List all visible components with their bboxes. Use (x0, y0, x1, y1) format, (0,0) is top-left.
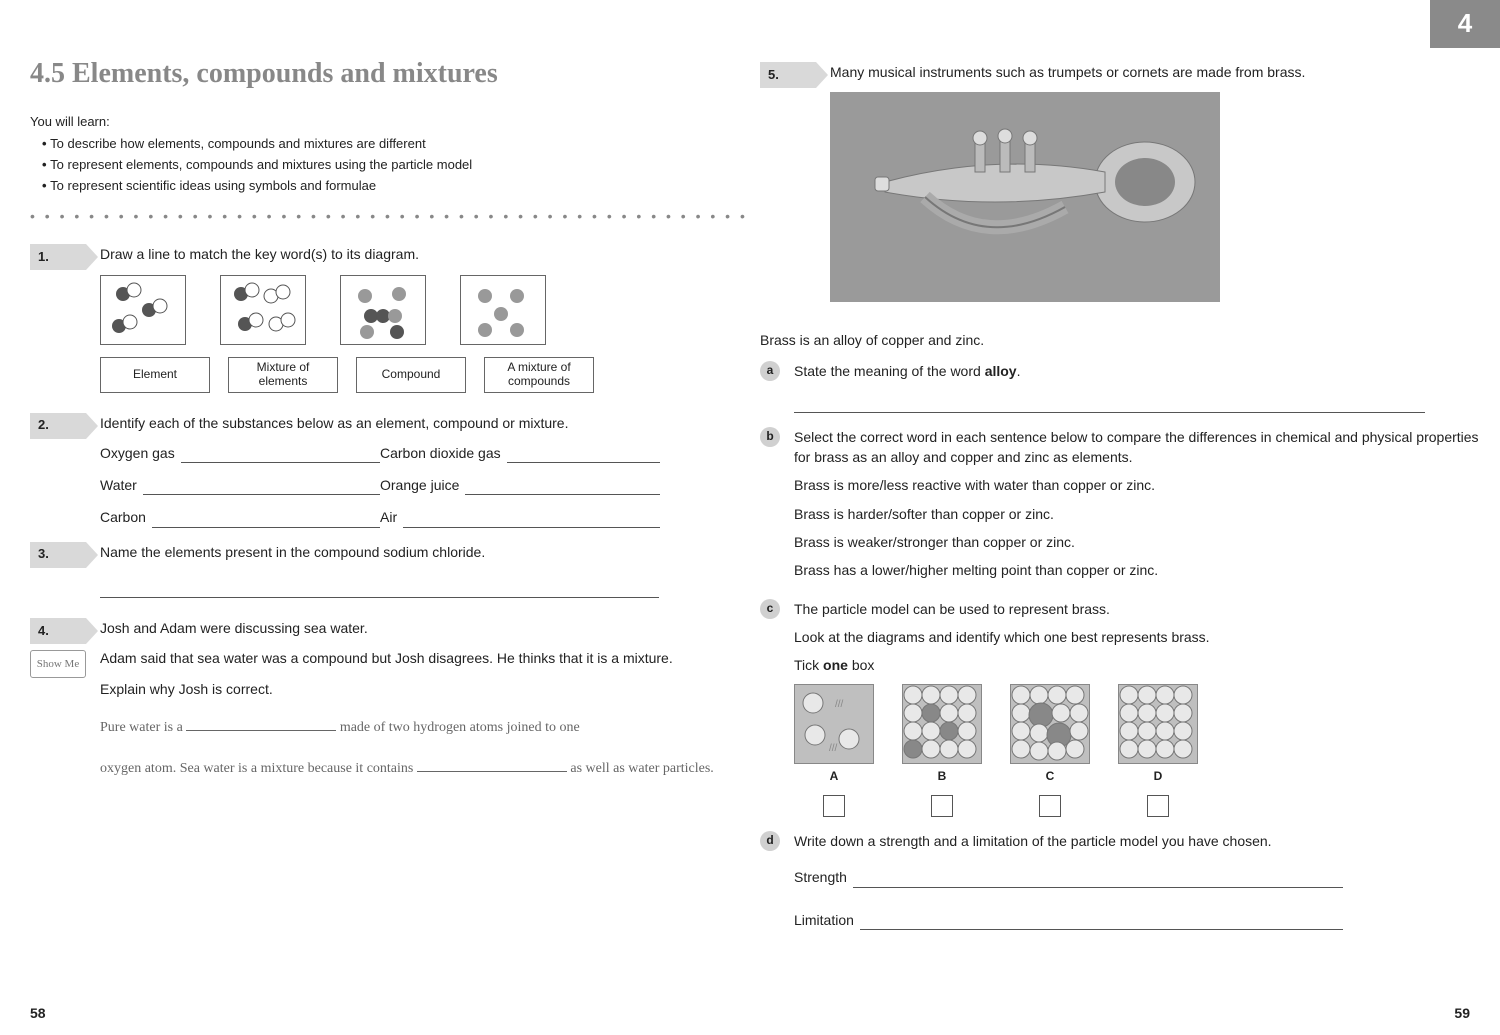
answer-line[interactable] (100, 576, 659, 598)
subpart-text: State the meaning of the word alloy. (794, 361, 1480, 381)
particle-option: /// /// (794, 684, 874, 764)
substance-label: Carbon dioxide gas (380, 443, 501, 463)
particle-diagram (340, 275, 426, 345)
choice-sentence: Brass is harder/softer than copper or zi… (794, 504, 1480, 524)
match-label: Mixture of elements (228, 357, 338, 393)
tick-instruction: Tick one box (794, 655, 1480, 675)
field-label: Strength (794, 867, 847, 887)
question-number: 4. (30, 618, 86, 644)
answer-line[interactable] (853, 874, 1343, 888)
question-text: Many musical instruments such as trumpet… (830, 62, 1480, 82)
answer-line[interactable] (143, 481, 380, 495)
subpart-letter: b (760, 427, 780, 447)
subpart-letter: a (760, 361, 780, 381)
svg-text:///: /// (835, 699, 844, 710)
question-number: 1. (30, 244, 86, 270)
tick-checkbox[interactable] (823, 795, 845, 817)
particle-diagram (100, 275, 186, 345)
option-letter: D (1118, 768, 1198, 785)
answer-line[interactable] (465, 481, 660, 495)
question-number: 2. (30, 413, 86, 439)
section-title: 4.5 Elements, compounds and mixtures (30, 54, 750, 95)
answer-blank[interactable] (186, 717, 336, 731)
particle-diagram (220, 275, 306, 345)
substance-label: Orange juice (380, 475, 459, 495)
tick-checkbox[interactable] (1039, 795, 1061, 817)
question-number: 3. (30, 542, 86, 568)
tick-checkbox[interactable] (931, 795, 953, 817)
question-text: Draw a line to match the key word(s) to … (100, 244, 750, 264)
subpart-text: The particle model can be used to repres… (794, 599, 1480, 619)
answer-line[interactable] (181, 449, 380, 463)
page-number: 59 (1454, 1003, 1470, 1023)
answer-line[interactable] (507, 449, 660, 463)
question-number: 5. (760, 62, 816, 88)
particle-diagram (460, 275, 546, 345)
answer-line[interactable] (152, 514, 380, 528)
question-text: Name the elements present in the compoun… (100, 542, 750, 562)
option-letter: B (902, 768, 982, 785)
option-letter: C (1010, 768, 1090, 785)
svg-text:///: /// (829, 743, 838, 754)
tick-checkbox[interactable] (1147, 795, 1169, 817)
substance-label: Oxygen gas (100, 443, 175, 463)
question-text: Identify each of the substances below as… (100, 413, 750, 433)
choice-sentence: Brass is weaker/stronger than copper or … (794, 532, 1480, 552)
page-left: 4.5 Elements, compounds and mixtures You… (30, 30, 750, 936)
substance-label: Carbon (100, 507, 146, 527)
question-para: Explain why Josh is correct. (100, 679, 750, 699)
cloze-sentence: Pure water is a made of two hydrogen ato… (100, 713, 750, 744)
learn-item: To represent elements, compounds and mix… (42, 156, 750, 175)
choice-sentence: Brass is more/less reactive with water t… (794, 475, 1480, 495)
dotted-rule: • • • • • • • • • • • • • • • • • • • • … (30, 206, 750, 226)
subpart-text: Select the correct word in each sentence… (794, 427, 1480, 468)
option-letter: A (794, 768, 874, 785)
learn-item: To represent scientific ideas using symb… (42, 177, 750, 196)
page-right: 5. Many musical instruments such as trum… (760, 30, 1480, 936)
subpart-letter: c (760, 599, 780, 619)
choice-sentence: Brass has a lower/higher melting point t… (794, 560, 1480, 580)
question-para: Adam said that sea water was a compound … (100, 648, 750, 668)
learn-intro: You will learn: (30, 113, 750, 132)
substance-label: Water (100, 475, 137, 495)
show-me-badge[interactable]: Show Me (30, 650, 86, 678)
page-number: 58 (30, 1003, 46, 1023)
field-label: Limitation (794, 910, 854, 930)
subpart-text: Write down a strength and a limitation o… (794, 831, 1480, 851)
answer-line[interactable] (794, 393, 1425, 413)
answer-line[interactable] (860, 916, 1343, 930)
cloze-sentence: oxygen atom. Sea water is a mixture beca… (100, 754, 750, 785)
subpart-text: Look at the diagrams and identify which … (794, 627, 1480, 647)
substance-label: Air (380, 507, 397, 527)
subpart-letter: d (760, 831, 780, 851)
image-caption: Brass is an alloy of copper and zinc. (760, 330, 1480, 350)
particle-option (1118, 684, 1198, 764)
answer-line[interactable] (403, 514, 660, 528)
match-label: Compound (356, 357, 466, 393)
match-label: A mixture of compounds (484, 357, 594, 393)
particle-option (902, 684, 982, 764)
question-text: Josh and Adam were discussing sea water. (100, 618, 750, 638)
match-label: Element (100, 357, 210, 393)
particle-option (1010, 684, 1090, 764)
learn-item: To describe how elements, compounds and … (42, 135, 750, 154)
answer-blank[interactable] (417, 758, 567, 772)
trumpet-image (830, 92, 1220, 302)
